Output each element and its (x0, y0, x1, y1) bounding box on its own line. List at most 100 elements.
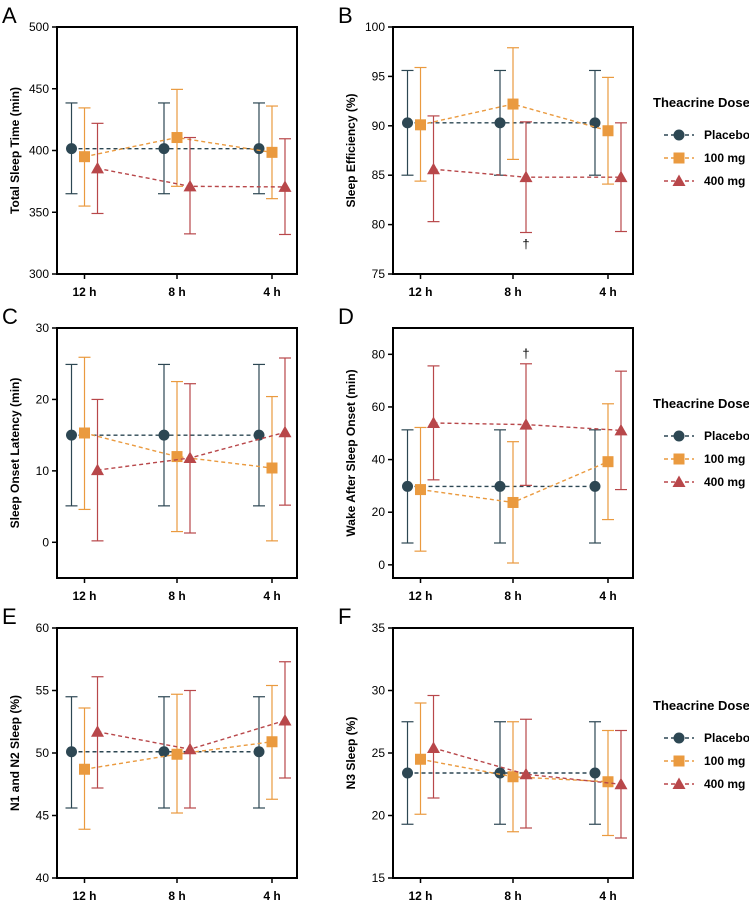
data-point-circle (589, 767, 601, 779)
data-point-circle (253, 143, 265, 155)
legend-marker-circle (673, 430, 685, 442)
y-tick-label: 40 (36, 871, 50, 885)
data-point-triangle (614, 170, 628, 183)
data-point-square (171, 748, 183, 760)
data-point-circle (494, 480, 506, 492)
y-tick-label: 60 (372, 400, 386, 414)
x-tick-label: 4 h (599, 285, 616, 299)
y-tick-label: 60 (36, 621, 50, 635)
data-point-circle (402, 117, 414, 129)
panel-letter: B (338, 3, 353, 28)
data-point-triangle (614, 423, 628, 436)
data-point-circle (253, 429, 265, 441)
panel-c: C Sleep Onset Latency (min) 0 10 20 30 12 h 8 h… (2, 304, 298, 603)
data-point-circle (253, 746, 265, 758)
data-point-circle (66, 143, 78, 155)
data-point-triangle (427, 416, 441, 428)
series-line (97, 719, 286, 750)
legend-marker-circle (673, 129, 685, 141)
data-point-square (507, 771, 519, 783)
data-point-triangle (519, 170, 533, 183)
data-point-triangle (427, 162, 441, 175)
data-point-triangle (614, 777, 628, 790)
series-placebo (65, 102, 265, 195)
x-tick-label: 8 h (168, 285, 185, 299)
y-tick-label: 45 (36, 809, 50, 823)
data-point-triangle (519, 767, 533, 780)
data-point-circle (494, 767, 506, 779)
legend-label: 100 mg (704, 754, 745, 768)
legend-title: Theacrine Dose (653, 698, 749, 713)
x-tick-label: 12 h (408, 889, 432, 903)
y-tick-label: 450 (29, 82, 49, 96)
series-placebo (401, 429, 601, 544)
series-line (420, 461, 609, 504)
panel-letter: E (2, 604, 17, 629)
data-point-square (415, 484, 427, 496)
legend-2: Theacrine Dose Placebo 100 mg 400 mg (653, 698, 749, 791)
data-point-triangle (427, 741, 441, 753)
data-point-triangle (278, 180, 292, 192)
legend-marker-square (673, 755, 685, 767)
x-tick-label: 4 h (263, 889, 280, 903)
y-axis-label: Total Sleep Time (min) (8, 87, 22, 214)
data-point-square (602, 776, 614, 788)
data-point-square (79, 427, 91, 439)
series-placebo (65, 363, 265, 507)
x-tick-label: 12 h (72, 589, 96, 603)
y-axis-label: Sleep Efficiency (%) (344, 93, 358, 207)
significance-dagger: † (522, 346, 529, 361)
data-point-triangle (183, 742, 197, 755)
data-point-circle (158, 746, 170, 758)
x-tick-label: 4 h (263, 285, 280, 299)
y-tick-label: 300 (29, 267, 49, 281)
legend-label: Placebo (704, 429, 749, 443)
data-point-triangle (91, 161, 105, 174)
data-point-circle (494, 117, 506, 129)
x-tick-label: 8 h (504, 589, 521, 603)
y-tick-label: 100 (365, 20, 385, 34)
legend-label: Placebo (704, 731, 749, 745)
data-point-triangle (91, 463, 105, 476)
legend-marker-triangle (672, 174, 686, 186)
x-tick-label: 8 h (168, 589, 185, 603)
y-tick-label: 35 (372, 621, 386, 635)
panel-b: B Sleep Efficiency (%) 75 80 85 90 95 100 12 h 8 … (338, 3, 634, 299)
legend-marker-circle (673, 732, 685, 744)
series-line (84, 432, 273, 469)
x-tick-label: 12 h (408, 285, 432, 299)
data-point-circle (589, 480, 601, 492)
y-tick-label: 55 (36, 684, 50, 698)
data-point-circle (158, 143, 170, 155)
legend-title: Theacrine Dose (653, 95, 749, 110)
data-point-square (266, 736, 278, 748)
data-point-square (79, 763, 91, 775)
data-point-square (507, 496, 519, 508)
data-point-circle (158, 429, 170, 441)
data-point-square (171, 132, 183, 144)
data-point-square (171, 451, 183, 463)
series-400-mg (91, 122, 292, 236)
legend-label: 400 mg (704, 174, 745, 188)
y-tick-label: 500 (29, 20, 49, 34)
series-400-mg (91, 357, 292, 542)
data-point-square (79, 151, 91, 163)
x-tick-label: 4 h (263, 589, 280, 603)
series-100-mg (78, 88, 278, 207)
series-400-mg (427, 363, 628, 491)
x-tick-label: 8 h (168, 889, 185, 903)
series-placebo (65, 696, 265, 809)
data-point-triangle (278, 425, 292, 438)
series-100-mg (414, 47, 614, 185)
data-point-circle (402, 480, 414, 492)
x-tick-label: 4 h (599, 589, 616, 603)
legend-1: Theacrine Dose Placebo 100 mg 400 mg (653, 396, 749, 489)
legend-label: 100 mg (704, 452, 745, 466)
series-placebo (401, 69, 601, 176)
panel-f: F N3 Sleep (%) 15 20 25 30 35 12 h 8 h 4 h (338, 604, 634, 903)
data-point-square (415, 753, 427, 765)
data-point-triangle (91, 725, 105, 737)
y-tick-label: 90 (372, 119, 386, 133)
series-100-mg (78, 684, 278, 830)
